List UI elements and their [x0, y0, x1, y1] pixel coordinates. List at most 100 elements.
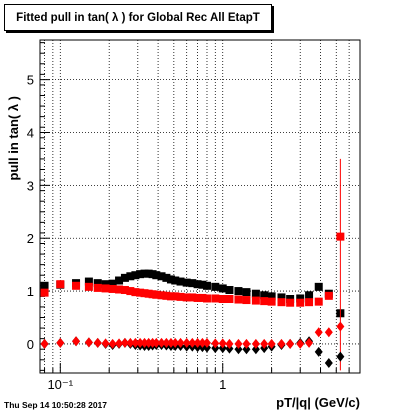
series-1-point — [152, 290, 161, 299]
series-0-point — [234, 287, 243, 296]
series-3-point — [140, 337, 149, 348]
series-0-point — [84, 277, 93, 286]
series-0-point — [157, 272, 166, 281]
series-1-point — [211, 294, 220, 303]
series-1-point — [296, 298, 305, 307]
series-3-point — [211, 338, 220, 349]
series-1-point — [305, 298, 314, 307]
series-0-point — [260, 291, 269, 300]
series-3-point — [242, 338, 251, 349]
series-3-point — [56, 337, 65, 348]
series-3-point — [176, 337, 185, 348]
series-1-point — [314, 297, 323, 306]
series-3-point — [120, 337, 129, 348]
series-1-point — [267, 297, 276, 306]
series-1-point — [93, 283, 102, 292]
series-2-point — [251, 344, 260, 355]
series-0-point — [188, 279, 197, 288]
series-1-point — [286, 298, 295, 307]
y-tick-label: 5 — [27, 73, 34, 88]
series-0-point — [193, 280, 202, 289]
series-3-point — [286, 338, 295, 349]
series-2-point — [234, 344, 243, 355]
series-3-point — [115, 338, 124, 349]
series-3-point — [251, 338, 260, 349]
x-axis-label: pT/|q| (GeV/c) — [276, 395, 360, 410]
series-0-point — [126, 272, 135, 281]
series-1-point — [72, 281, 81, 290]
x-tick-label: 1 — [219, 377, 226, 392]
series-1-point — [171, 292, 180, 301]
series-1-point — [225, 295, 234, 303]
series-1-point — [120, 286, 129, 295]
series-0-point — [176, 277, 185, 286]
series-0-point — [152, 271, 161, 280]
series-3-point — [305, 337, 314, 348]
series-1-point — [193, 293, 202, 302]
series-3-point — [166, 337, 175, 348]
series-3-point — [101, 338, 110, 349]
y-tick-label: 1 — [27, 284, 34, 299]
series-1-point — [56, 280, 65, 289]
series-1-point — [176, 292, 185, 301]
series-3-point — [126, 337, 135, 348]
series-1-point — [166, 292, 175, 301]
series-0-point — [242, 288, 251, 297]
series-1-point — [131, 288, 140, 297]
series-3-point — [182, 337, 191, 348]
series-0-point — [108, 279, 117, 288]
y-tick-label: 4 — [27, 126, 34, 141]
series-1-point — [108, 284, 117, 293]
series-0-point — [166, 275, 175, 284]
y-tick-label: 3 — [27, 178, 34, 193]
series-3-point — [171, 337, 180, 348]
series-3-point — [108, 338, 117, 349]
series-3-point — [202, 337, 211, 348]
series-3-point — [277, 338, 286, 349]
series-0-point — [162, 273, 171, 282]
series-0-point — [171, 276, 180, 285]
series-1-point — [126, 287, 135, 296]
plot-frame — [39, 39, 361, 374]
series-0-point — [140, 269, 149, 278]
series-0-point — [218, 284, 227, 293]
series-3-point — [296, 338, 305, 349]
series-3-point — [162, 337, 171, 348]
series-0-point — [120, 273, 129, 282]
series-1-point — [101, 284, 110, 293]
series-3-point — [40, 338, 49, 349]
series-3-point — [218, 338, 227, 349]
series-0-point — [136, 270, 145, 279]
timestamp-label: Thu Sep 14 10:50:28 2017 — [4, 400, 108, 410]
series-3-point — [198, 337, 207, 348]
series-0-point — [267, 292, 276, 301]
series-3-point — [152, 337, 161, 348]
series-1-point — [157, 291, 166, 300]
series-0-point — [115, 276, 124, 285]
series-1-point — [277, 298, 286, 307]
series-1-point — [251, 296, 260, 305]
series-1-point — [336, 232, 345, 241]
series-1-point — [40, 288, 49, 297]
series-1-point — [234, 295, 243, 304]
series-0-point — [251, 289, 260, 298]
series-3-point — [157, 337, 166, 348]
series-3-point — [84, 337, 93, 348]
y-tick-label: 0 — [27, 337, 34, 352]
series-2-point — [324, 357, 333, 368]
series-3-point — [324, 327, 333, 338]
series-1-point — [198, 293, 207, 302]
series-1-point — [188, 293, 197, 302]
tick-labels: 0 1 2 3 4 5 10⁻¹ 1 — [27, 73, 227, 392]
series-0-point — [101, 280, 110, 289]
series-3-point — [234, 338, 243, 349]
series-2-point — [336, 351, 345, 362]
series-0-point — [93, 279, 102, 288]
series-0-point — [277, 293, 286, 302]
series-2-point — [314, 346, 323, 357]
y-tick-label: 2 — [27, 231, 34, 246]
series-0-point — [182, 278, 191, 287]
series-0-point — [314, 282, 323, 291]
series-0-point — [202, 281, 211, 290]
